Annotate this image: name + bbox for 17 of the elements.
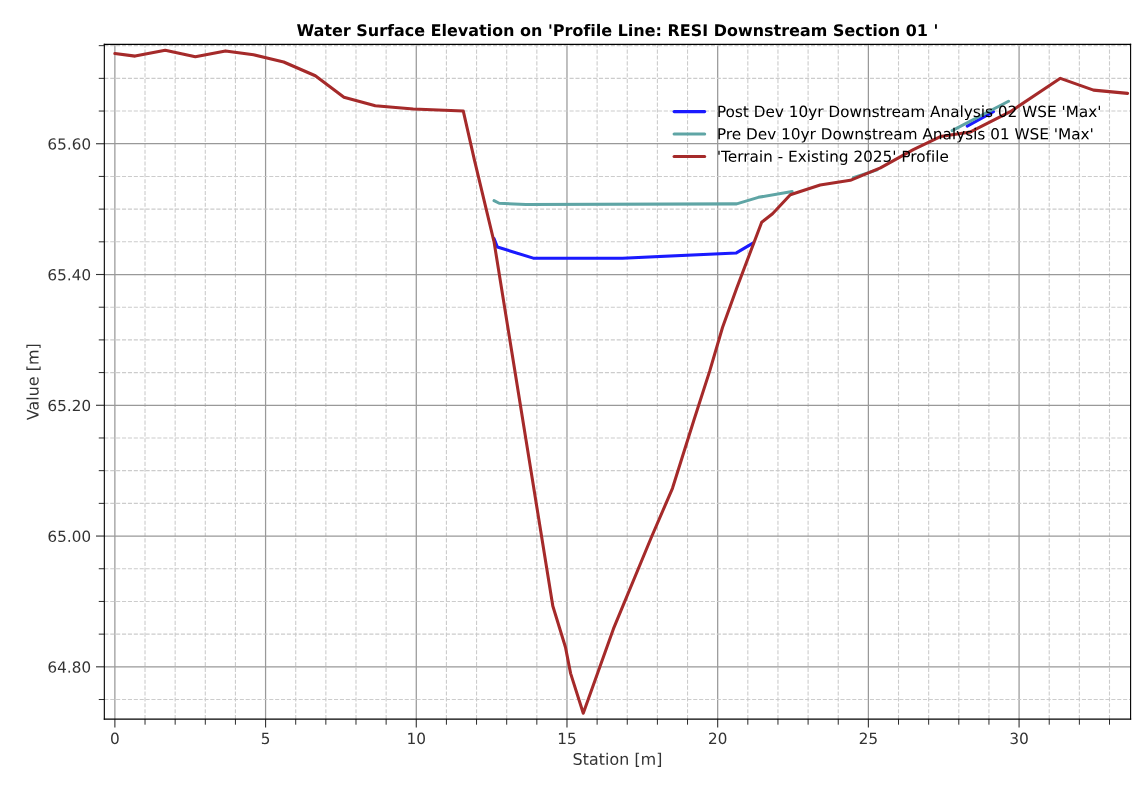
x-tick-label: 30 [1010,732,1028,745]
x-tick-label: 0 [111,732,119,745]
x-tick-label: 20 [709,732,727,745]
chart-title: Water Surface Elevation on 'Profile Line: RESI Downstream Section 01 ' [297,23,937,37]
y-tick-label: 65.00 [48,530,91,543]
x-tick-label: 15 [558,732,576,745]
y-tick-label: 65.60 [48,138,91,150]
y-tick-label: 65.40 [48,268,91,281]
x-axis-title: Station [m] [573,752,662,767]
legend-label: 'Terrain - Existing 2025' Profile [718,150,949,165]
y-axis-title: Value [m] [26,344,41,421]
x-tick-label: 25 [859,732,877,745]
y-tick-label: 65.20 [48,399,91,412]
line-series [113,48,1130,715]
x-tick-label: 5 [261,732,270,745]
x-tick-label: 10 [408,732,425,745]
y-tick-label: 64.80 [48,661,91,673]
